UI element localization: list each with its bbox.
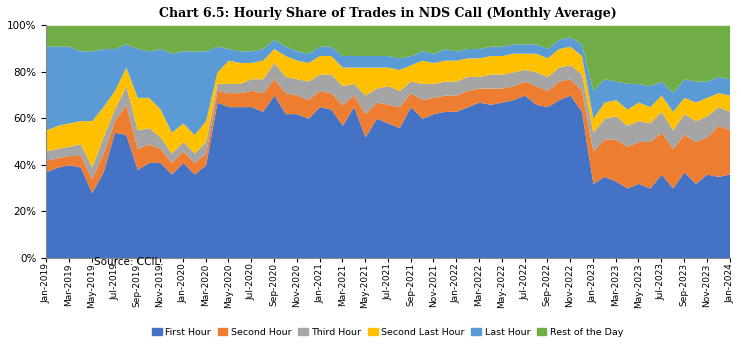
Title: Chart 6.5: Hourly Share of Trades in NDS Call (Monthly Average): Chart 6.5: Hourly Share of Trades in NDS…: [159, 7, 617, 20]
Legend: First Hour, Second Hour, Third Hour, Second Last Hour, Last Hour, Rest of the Da: First Hour, Second Hour, Third Hour, Sec…: [152, 328, 623, 337]
Text: Source: CCIL.: Source: CCIL.: [94, 257, 164, 267]
